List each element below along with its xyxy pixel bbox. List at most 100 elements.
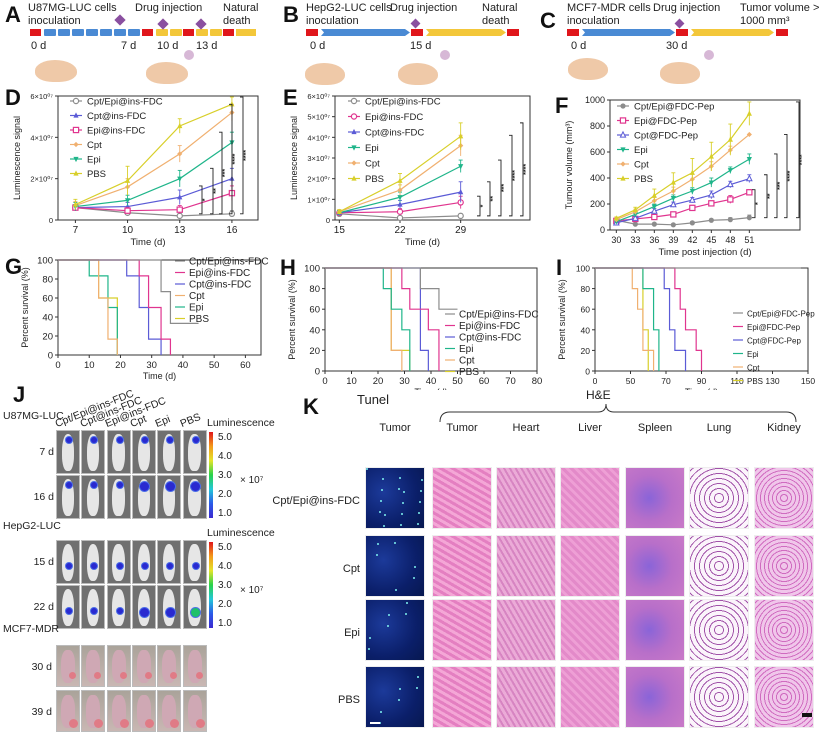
y-tick-label: 400: [590, 173, 605, 183]
mouse-body: [137, 433, 151, 472]
data-point: [689, 220, 695, 226]
he-image-tumor: [432, 599, 492, 661]
timeline-a-mid: Drug injection: [135, 2, 203, 14]
scale-bar: [802, 713, 812, 717]
apoptotic-signal: [368, 648, 370, 650]
column-header: Epi: [153, 413, 173, 430]
timeline-marker: [30, 29, 41, 36]
luminescence-signal: [167, 563, 174, 569]
data-point: [670, 196, 676, 202]
legend-label: Epi: [634, 145, 648, 156]
row-label: Cpt/Epi@ins-FDC: [272, 495, 360, 507]
tunel-label: Tunel: [357, 392, 390, 407]
tumor: [119, 672, 127, 679]
panel-label-a: A: [5, 2, 21, 27]
y-tick-label: 5×10⁰⁷: [307, 113, 330, 122]
timeline-c-mid: Drug injection: [653, 2, 721, 14]
apoptotic-signal: [414, 566, 416, 568]
series-line-epi: [616, 158, 750, 223]
data-point: [708, 217, 714, 223]
x-tick-label: 70: [661, 376, 671, 386]
y-tick-label: 0: [600, 225, 605, 235]
significance-label: ***: [777, 181, 784, 189]
he-label: H&E: [586, 388, 611, 402]
data-point: [72, 97, 80, 105]
series-line-cpt_fdc: [616, 178, 750, 224]
x-tick-label: 7: [73, 225, 79, 236]
mouse-body: [87, 543, 100, 582]
survival-curve-epi_fdc: [58, 259, 172, 355]
colorbar-tick: 1.0: [218, 618, 232, 629]
mouse-body: [188, 433, 201, 472]
data-point: [458, 164, 464, 170]
mouse-body: [163, 543, 176, 582]
y-tick-label: 0: [315, 367, 320, 378]
data-point: [73, 170, 79, 176]
survival-curve-epi_fdc: [325, 267, 440, 371]
data-point: [631, 214, 639, 221]
legend-label: PBS: [87, 169, 106, 180]
timeline-c-start: MCF7-MDR cells inoculation: [567, 2, 651, 27]
apoptotic-signal: [394, 542, 396, 544]
data-point: [669, 200, 677, 208]
legend-label: Cpt/Epi@ins-FDC: [189, 257, 269, 268]
data-point: [457, 212, 464, 220]
y-tick-label: 2×10⁰⁷: [30, 175, 53, 184]
data-point: [651, 213, 658, 221]
apoptotic-signal: [401, 513, 403, 515]
x-tick-label: 39: [668, 235, 678, 245]
chart-h: 0 20 40 60 80 100 0 10 20 30 40 50 60 70 80 Time (d) Per…: [287, 264, 542, 391]
significance-bracket: [229, 103, 233, 215]
mouse-image: [81, 475, 106, 519]
timeline-c-end: Tumor volume > 1000 mm³: [740, 2, 820, 27]
survival-curve-pbs: [595, 267, 649, 371]
x-tick-label: 15: [334, 225, 346, 236]
significance-label: *: [202, 198, 209, 201]
data-point: [620, 147, 626, 153]
data-point: [620, 175, 626, 181]
y-tick-label: 60: [42, 294, 53, 305]
row-label: 16 d: [33, 491, 54, 503]
row-label: 39 d: [31, 706, 52, 718]
x-axis-label: Time (d): [143, 371, 176, 381]
significance-label: ****: [232, 153, 239, 164]
data-point: [350, 113, 358, 120]
tumor: [195, 719, 205, 728]
colorbar-title: Luminescence: [207, 527, 275, 539]
data-point: [632, 206, 638, 212]
significance-bracket: [520, 122, 524, 217]
timeline-a-end: Natural death: [223, 2, 259, 27]
colorbar-tick: 4.0: [218, 561, 232, 572]
significance-bracket: [240, 96, 244, 215]
he-brace: [439, 403, 797, 423]
he-image-tumor: [432, 535, 492, 597]
y-tick-label: 80: [309, 284, 320, 295]
apoptotic-signal: [398, 488, 400, 490]
column-header: Spleen: [637, 422, 673, 434]
significance-label: ****: [523, 164, 530, 175]
scale-bar: [370, 722, 380, 724]
column-header: Heart: [512, 422, 540, 434]
mouse-image: [106, 540, 131, 584]
colorbar-title: Luminescence: [207, 417, 275, 429]
apoptotic-signal: [413, 577, 415, 579]
panel-label-d: D: [5, 85, 21, 110]
x-tick-label: 10: [346, 376, 357, 387]
tumor: [144, 672, 152, 679]
data-point: [689, 188, 695, 195]
x-tick-label: 60: [240, 360, 251, 371]
mouse-image: [56, 540, 80, 584]
he-image-liver: [560, 535, 620, 597]
y-tick-label: 1000: [585, 95, 605, 105]
series-line-cpt: [75, 112, 233, 207]
timeline-b-end: Natural death: [482, 2, 518, 27]
plot-frame: [609, 99, 801, 231]
he-image-lung: [689, 535, 749, 597]
data-point: [670, 211, 677, 218]
data-point: [397, 195, 403, 201]
apoptotic-signal: [366, 468, 368, 470]
colorbar-tick: 2.0: [218, 489, 232, 500]
y-tick-label: 0: [585, 367, 590, 377]
he-image-kidney: [754, 599, 814, 661]
series-line-epi_fdc: [75, 192, 233, 212]
